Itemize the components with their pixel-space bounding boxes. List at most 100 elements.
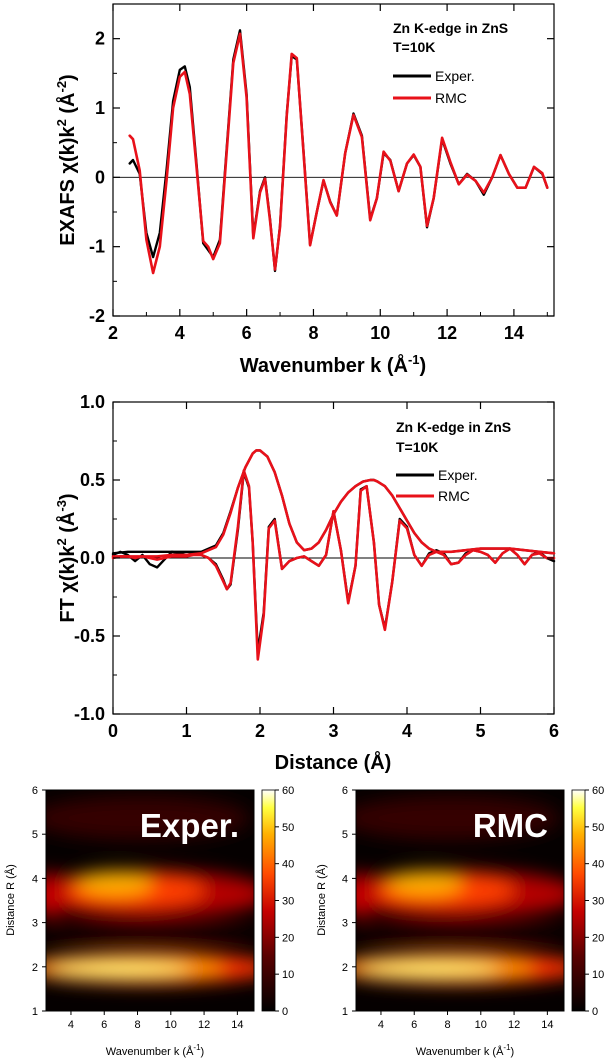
y-tick-label: -1 bbox=[89, 237, 105, 257]
panel-label: RMC bbox=[473, 807, 548, 844]
ft-chart: 0 1 2 3 4 5 6 -1.0 -0.5 0.0 0.5 1.0 FT χ(k)k2 (Å-3)… bbox=[54, 392, 559, 774]
series-line-rmc-envelope bbox=[111, 449, 556, 558]
plot-frame bbox=[112, 3, 555, 317]
y-tick-label: 6 bbox=[342, 785, 348, 797]
heatmap-image bbox=[356, 790, 564, 1011]
x-tick-label: 2 bbox=[255, 721, 265, 741]
y-tick-label: 5 bbox=[342, 829, 348, 841]
colorbar-tick-label: 40 bbox=[282, 859, 294, 871]
series-line-exper bbox=[111, 471, 556, 653]
y-tick-label: 3 bbox=[32, 918, 38, 930]
y-tick-label: -2 bbox=[89, 306, 105, 326]
y-tick-label: 3 bbox=[342, 918, 348, 930]
colorbar-tick-label: 10 bbox=[592, 969, 604, 981]
x-tick-label: 12 bbox=[198, 1019, 210, 1031]
y-axis-label: Distance R (Å) bbox=[4, 864, 17, 936]
x-tick-label: 5 bbox=[475, 721, 485, 741]
y-tick-label: -0.5 bbox=[74, 626, 105, 646]
colorbar-tick-label: 30 bbox=[282, 896, 294, 908]
legend-label-rmc: RMC bbox=[435, 90, 467, 106]
legend: Zn K-edge in ZnS T=10K Exper. RMC bbox=[393, 20, 508, 106]
plot-frame bbox=[45, 789, 255, 1012]
x-axis-label: Wavenumber k (Å-1) bbox=[240, 352, 426, 377]
x-tick-label: 8 bbox=[444, 1019, 450, 1031]
x-tick-label: 14 bbox=[231, 1019, 243, 1031]
series-line-rmc bbox=[128, 32, 549, 275]
x-tick-label: 6 bbox=[411, 1019, 417, 1031]
x-tick-label: 4 bbox=[68, 1019, 74, 1031]
y-tick-label: 1 bbox=[342, 1006, 348, 1018]
x-tick-label: 6 bbox=[101, 1019, 107, 1031]
x-tick-label: 6 bbox=[549, 721, 559, 741]
series-line-exper-envelope bbox=[111, 449, 556, 555]
y-tick-label: 0.5 bbox=[80, 470, 105, 490]
legend-label-exper: Exper. bbox=[438, 467, 478, 483]
y-tick-label: 2 bbox=[32, 962, 38, 974]
colorbar-tick-label: 0 bbox=[592, 1006, 598, 1018]
x-tick-label: 1 bbox=[181, 721, 191, 741]
colorbar-tick-label: 60 bbox=[592, 785, 604, 797]
colorbar-tick-label: 20 bbox=[282, 932, 294, 944]
y-tick-label: 2 bbox=[95, 29, 105, 49]
x-tick-label: 6 bbox=[242, 323, 252, 343]
colorbar bbox=[261, 789, 276, 1012]
legend-label-exper: Exper. bbox=[435, 68, 475, 84]
y-tick-label: 2 bbox=[342, 962, 348, 974]
colorbar bbox=[571, 789, 586, 1012]
x-tick-label: 4 bbox=[175, 323, 185, 343]
x-tick-label: 10 bbox=[165, 1019, 177, 1031]
colorbar-tick-label: 50 bbox=[282, 822, 294, 834]
panel-label: Exper. bbox=[140, 807, 239, 844]
y-tick-label: 0.0 bbox=[80, 548, 105, 568]
y-tick-label: 4 bbox=[32, 873, 38, 885]
colorbar-tick-label: 30 bbox=[592, 896, 604, 908]
x-tick-label: 14 bbox=[504, 323, 524, 343]
y-tick-label: -1.0 bbox=[74, 704, 105, 724]
y-tick-label: 6 bbox=[32, 785, 38, 797]
plot-frame bbox=[355, 789, 565, 1012]
y-tick-label: 1 bbox=[95, 98, 105, 118]
y-axis-label: EXAFS χ(k)k2 (Å-2) bbox=[54, 74, 79, 245]
colorbar-tick-label: 0 bbox=[282, 1006, 288, 1018]
x-tick-label: 4 bbox=[402, 721, 412, 741]
colorbar-tick-label: 40 bbox=[592, 859, 604, 871]
legend-label-rmc: RMC bbox=[438, 488, 470, 504]
x-tick-label: 12 bbox=[508, 1019, 520, 1031]
heatmap-image bbox=[46, 790, 254, 1011]
y-tick-label: 1.0 bbox=[80, 392, 105, 412]
legend-title-line2: T=10K bbox=[393, 39, 435, 55]
colorbar-tick-label: 50 bbox=[592, 822, 604, 834]
x-tick-label: 8 bbox=[308, 323, 318, 343]
colorbar-tick-label: 60 bbox=[282, 785, 294, 797]
x-tick-label: 10 bbox=[475, 1019, 487, 1031]
colorbar-tick-label: 20 bbox=[592, 932, 604, 944]
x-axis-label: Wavenumber k (Å-1) bbox=[416, 1043, 514, 1058]
legend-title-line1: Zn K-edge in ZnS bbox=[393, 20, 508, 36]
y-axis-label: Distance R (Å) bbox=[315, 864, 328, 936]
y-tick-label: 1 bbox=[32, 1006, 38, 1018]
y-tick-label: 4 bbox=[342, 873, 348, 885]
legend-title-line2: T=10K bbox=[396, 439, 438, 455]
x-axis-label: Distance (Å) bbox=[275, 750, 392, 774]
x-tick-label: 3 bbox=[328, 721, 338, 741]
x-tick-label: 0 bbox=[108, 721, 118, 741]
x-tick-label: 12 bbox=[437, 323, 457, 343]
x-tick-label: 10 bbox=[370, 323, 390, 343]
legend: Zn K-edge in ZnS T=10K Exper. RMC bbox=[396, 419, 511, 504]
x-tick-label: 14 bbox=[541, 1019, 553, 1031]
y-tick-label: 5 bbox=[32, 829, 38, 841]
series-line-exper bbox=[128, 29, 549, 273]
x-tick-label: 8 bbox=[134, 1019, 140, 1031]
series-line-rmc bbox=[111, 469, 556, 661]
y-axis-label: FT χ(k)k2 (Å-3) bbox=[54, 493, 79, 622]
colorbar-tick-label: 10 bbox=[282, 969, 294, 981]
x-tick-label: 4 bbox=[378, 1019, 384, 1031]
y-tick-label: 0 bbox=[95, 167, 105, 187]
x-tick-label: 2 bbox=[108, 323, 118, 343]
legend-title-line1: Zn K-edge in ZnS bbox=[396, 419, 511, 435]
x-axis-label: Wavenumber k (Å-1) bbox=[106, 1043, 204, 1058]
